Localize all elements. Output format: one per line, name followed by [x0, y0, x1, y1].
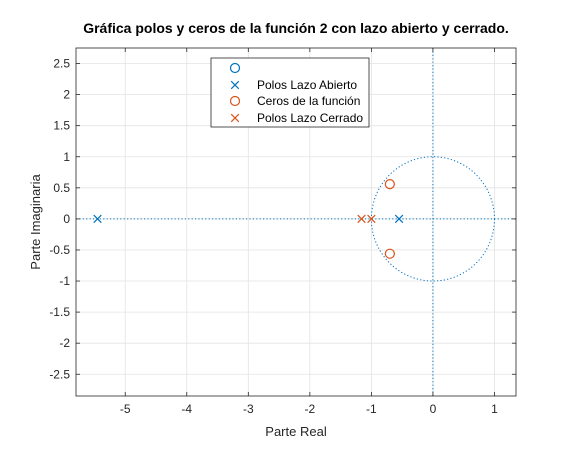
- x-axis-label: Parte Real: [265, 424, 327, 439]
- legend-marker-0: [229, 62, 241, 74]
- x-tick-label-5: 0: [430, 402, 437, 416]
- y-tick-label-7: 1: [63, 150, 70, 164]
- y-tick-label-3: -1: [59, 274, 70, 288]
- legend: Polos Lazo Abierto Ceros de la función P…: [210, 57, 370, 128]
- y-tick-label-10: 2.5: [53, 57, 70, 71]
- series-3-point-1: [367, 214, 376, 224]
- y-tick-label-4: -0.5: [49, 243, 70, 257]
- plot-frame: [75, 47, 517, 397]
- y-tick-label-6: 0.5: [53, 181, 70, 195]
- x-tick-label-2: -3: [243, 402, 254, 416]
- legend-label-3: Polos Lazo Cerrado: [257, 111, 363, 125]
- y-axis-label: Parte Imaginaria: [28, 174, 43, 270]
- y-tick-label-8: 1.5: [53, 119, 70, 133]
- x-tick-label-3: -2: [305, 402, 316, 416]
- legend-label-1: Polos Lazo Abierto: [257, 78, 357, 92]
- series-3-point-0: [357, 214, 366, 224]
- legend-label-2: Ceros de la función: [257, 94, 360, 108]
- series-1-point-1: [394, 214, 404, 224]
- x-tick-label-4: -1: [366, 402, 377, 416]
- y-tick-label-1: -2: [59, 336, 70, 350]
- chart-title: Gráfica polos y ceros de la función 2 co…: [83, 20, 509, 36]
- legend-marker-1: [230, 80, 240, 90]
- markers: [93, 178, 404, 259]
- x-tick-label-6: 1: [491, 402, 498, 416]
- x-tick-label-1: -4: [181, 402, 192, 416]
- y-tick-label-5: 0: [63, 212, 70, 226]
- series-1-point-0: [93, 214, 102, 224]
- legend-marker-2: [229, 95, 241, 107]
- x-ticks: -5 -4 -3 -2 -1 0 1: [120, 48, 498, 416]
- y-tick-label-0: -2.5: [49, 367, 70, 381]
- legend-marker-3: [230, 113, 240, 123]
- series-2-point-1: [384, 248, 395, 259]
- y-tick-label-2: -1.5: [49, 305, 70, 319]
- x-tick-label-0: -5: [120, 402, 131, 416]
- y-tick-label-9: 2: [63, 88, 70, 102]
- y-ticks: -2.5 -2 -1.5 -1 -0.5 0 0.5 1 1.5 2 2.5: [49, 57, 516, 381]
- legend-items: [229, 62, 241, 123]
- series-2-point-0: [384, 178, 395, 190]
